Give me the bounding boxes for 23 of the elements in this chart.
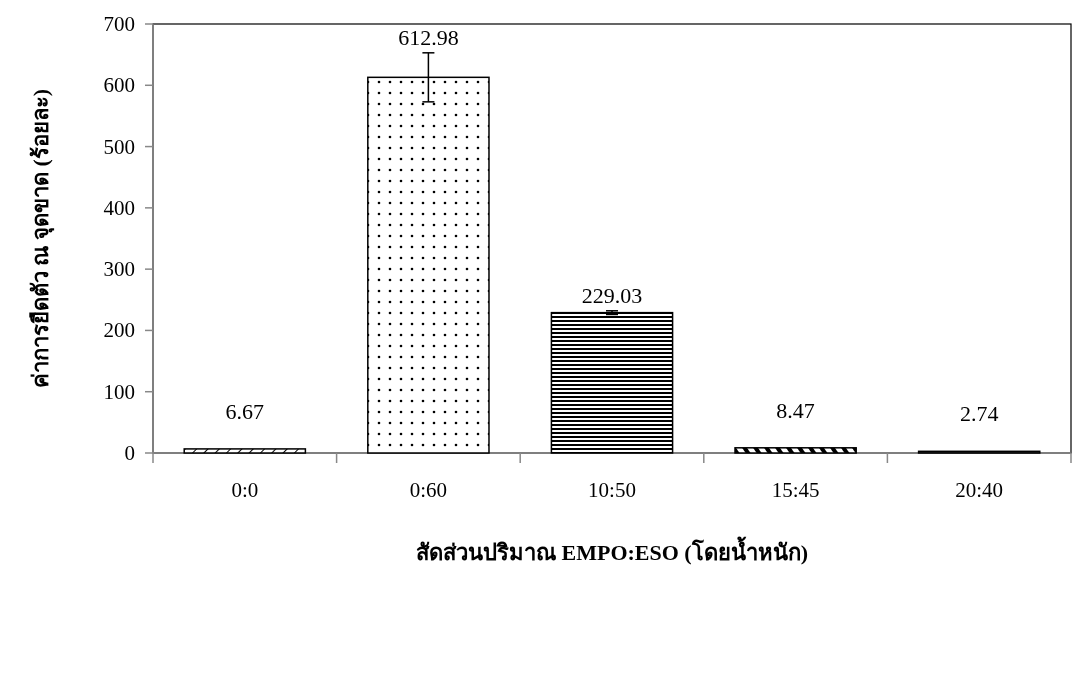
- y-axis-title: ค่าการยืดตัว ณ จุดขาด (ร้อยละ): [28, 88, 55, 389]
- y-tick-label: 300: [103, 257, 135, 282]
- bar: [550, 311, 674, 454]
- x-tick-label: 0:60: [409, 478, 448, 502]
- bar: [734, 447, 857, 454]
- y-tick-label: 700: [103, 12, 135, 36]
- x-tick-label: 10:50: [588, 478, 636, 502]
- data-label: 229.03: [581, 282, 643, 308]
- data-label: 2.74: [959, 401, 999, 427]
- y-tick-label: 200: [103, 318, 135, 343]
- data-label: 6.67: [225, 398, 265, 424]
- y-tick-label: 100: [103, 379, 135, 404]
- x-tick-label: 20:40: [955, 478, 1004, 502]
- data-label: 612.98: [398, 24, 459, 50]
- y-tick-label: 400: [103, 195, 135, 220]
- y-tick-label: 0: [124, 441, 135, 465]
- data-label: 8.47: [776, 397, 815, 423]
- x-axis-title: สัดส่วนปริมาณ EMPO:ESO (โดยน้ำหนัก): [416, 536, 808, 565]
- x-tick-label: 0:0: [231, 478, 259, 502]
- bar: [183, 448, 307, 454]
- x-tick-label: 15:45: [771, 478, 820, 502]
- y-tick-label: 500: [103, 134, 135, 159]
- y-tick-label: 600: [103, 73, 135, 98]
